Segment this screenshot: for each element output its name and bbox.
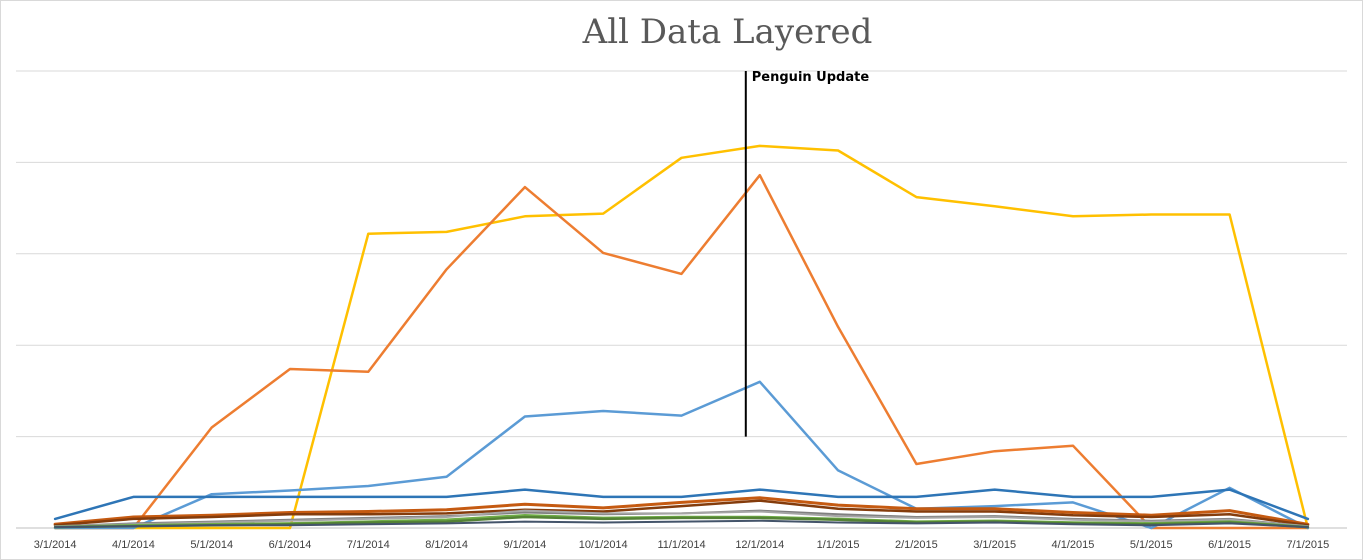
series-line-5 [53,496,1310,526]
x-tick-label: 6/1/2014 [269,539,312,551]
chart-title: All Data Layered [582,12,873,52]
series-line-1 [53,144,1310,530]
penguin-update-label: Penguin Update [752,70,870,85]
x-tick-label: 7/1/2015 [1286,539,1329,551]
x-axis-ticks: 3/1/2014 4/1/2014 5/1/2014 6/1/2014 7/1/2014… [34,539,1330,551]
x-tick-label: 6/1/2015 [1208,539,1251,551]
x-tick-label: 3/1/2015 [973,539,1016,551]
annotation-layer: Penguin Update [744,70,870,437]
series-line-8 [54,509,1309,528]
x-tick-label: 8/1/2014 [425,539,468,551]
x-tick-label: 3/1/2014 [34,539,77,551]
series-line-6 [53,499,1310,527]
x-tick-label: 4/1/2015 [1052,539,1095,551]
x-tick-label: 9/1/2014 [503,539,546,551]
x-tick-label: 10/1/2014 [579,539,628,551]
series-line-11 [54,519,1309,529]
x-tick-label: 11/1/2014 [657,539,705,551]
x-tick-label: 7/1/2014 [347,539,390,551]
gridlines [16,70,1347,529]
x-tick-label: 4/1/2014 [112,539,155,551]
series-lines [53,144,1310,530]
x-tick-label: 2/1/2015 [895,539,938,551]
x-tick-label: 5/1/2015 [1130,539,1173,551]
series-line-3 [53,380,1310,530]
x-tick-label: 5/1/2014 [190,539,233,551]
x-tick-label: 12/1/2014 [735,539,784,551]
series-line-4 [53,488,1310,521]
series-line-2 [53,173,1310,530]
x-tick-label: 1/1/2015 [817,539,860,551]
